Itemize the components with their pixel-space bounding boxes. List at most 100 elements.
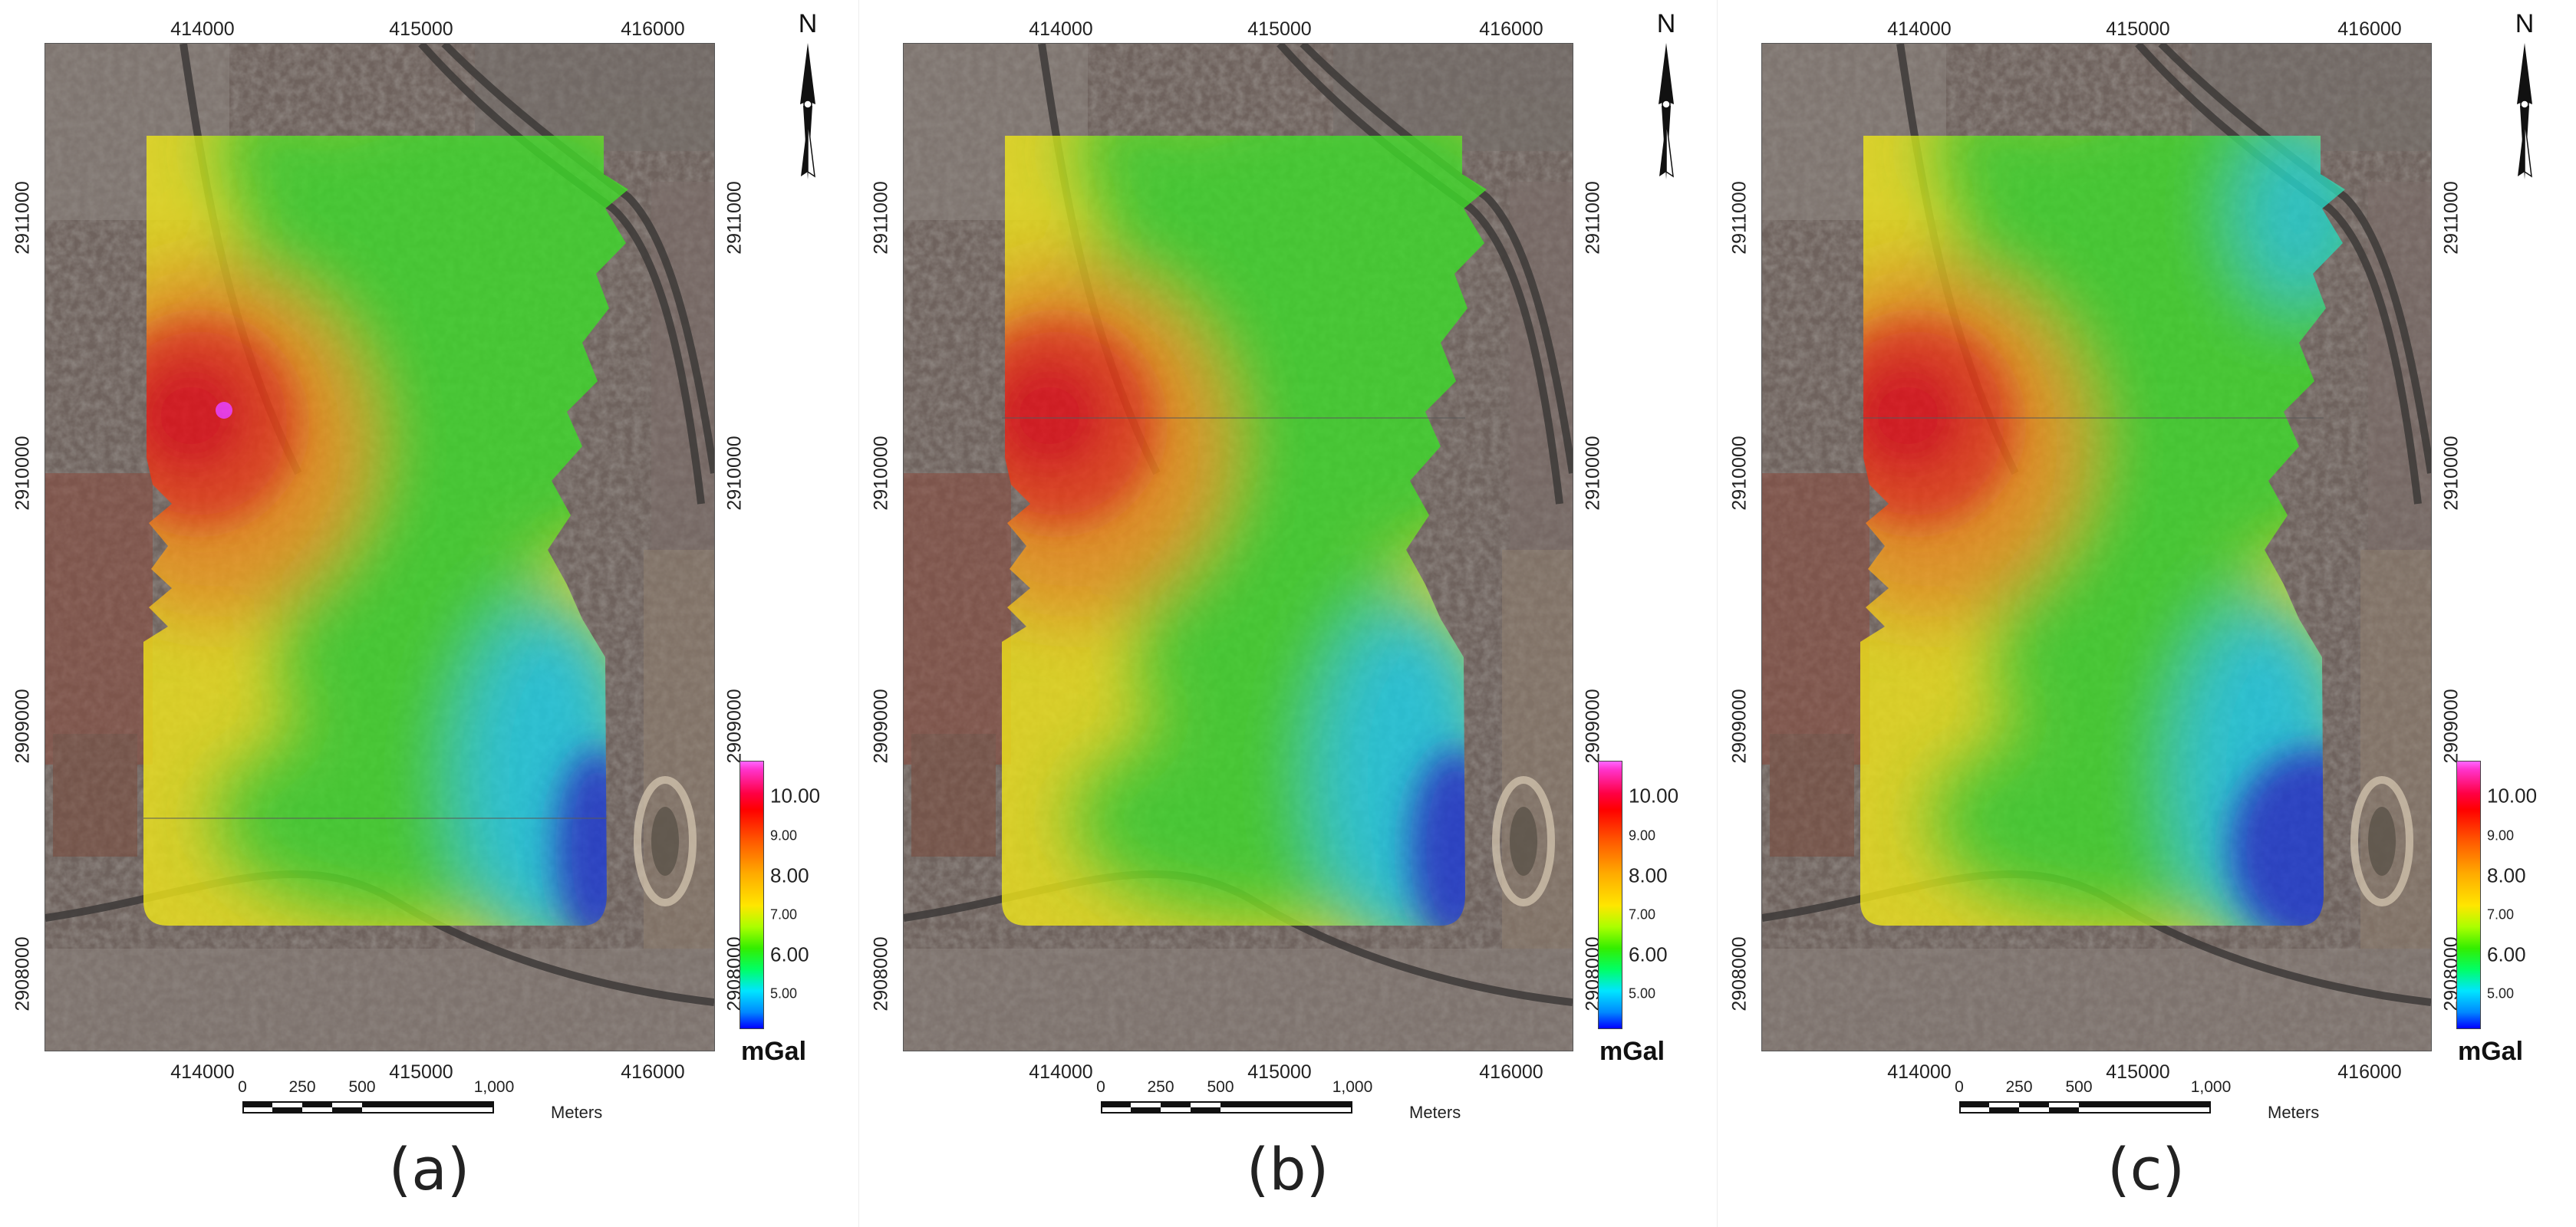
unit-label: mGal — [1599, 1037, 1665, 1066]
scale-segment — [302, 1101, 332, 1107]
scale-label: 250 — [288, 1078, 316, 1096]
scale-label: 0 — [1955, 1078, 1964, 1096]
legend-label: 10.00 — [770, 784, 821, 808]
color-legend: 10.00 9.00 8.00 7.00 6.00 5.00 mGal — [1598, 761, 1682, 1066]
map-panel-3: 414000 415000 416000 414000 415000 41600… — [1717, 0, 2575, 1227]
scale-segment — [1959, 1101, 1989, 1107]
north-label: N — [2515, 9, 2535, 38]
gravity-anomaly-map — [1761, 43, 2432, 1051]
scale-unit: Meters — [551, 1103, 603, 1122]
y-tick-left: 2909000 — [870, 689, 892, 764]
color-legend: 10.00 9.00 8.00 7.00 6.00 5.00 mGal — [740, 761, 824, 1066]
north-label: N — [798, 9, 818, 38]
scale-segment — [362, 1101, 494, 1107]
x-tick-bottom: 414000 — [1029, 1061, 1093, 1083]
y-tick-left: 2909000 — [12, 689, 34, 764]
gravity-anomaly-overlay — [143, 136, 628, 926]
panel-caption: (b) — [1246, 1135, 1329, 1203]
y-tick-left: 2910000 — [1728, 436, 1751, 511]
y-tick-left: 2911000 — [1728, 181, 1751, 255]
y-tick-left: 2908000 — [12, 936, 34, 1012]
north-label: N — [1656, 9, 1676, 38]
scale-segment — [1131, 1107, 1161, 1114]
legend-label: 8.00 — [2487, 864, 2526, 887]
legend-label: 7.00 — [1629, 906, 1656, 923]
legend-label: 7.00 — [770, 906, 798, 923]
scale-segment — [272, 1107, 302, 1114]
x-tick-bottom: 416000 — [2337, 1061, 2402, 1083]
scale-label: 500 — [1207, 1078, 1234, 1096]
y-tick-left: 2910000 — [870, 436, 892, 511]
legend-label: 5.00 — [2487, 985, 2515, 1002]
map-canvas — [1762, 44, 2431, 1051]
legend-label: 5.00 — [770, 985, 798, 1002]
x-tick-bottom: 415000 — [2106, 1061, 2170, 1083]
x-tick-bottom: 414000 — [170, 1061, 235, 1083]
scale-label: 500 — [2065, 1078, 2093, 1096]
legend-label: 8.00 — [1629, 864, 1668, 887]
x-tick-bottom: 414000 — [1887, 1061, 1952, 1083]
north-arrow: N — [2509, 9, 2540, 179]
map-panel-1: 414000 415000 416000 414000 415000 41600… — [0, 0, 858, 1227]
scale-label: 1,000 — [2190, 1078, 2232, 1096]
stadium — [634, 776, 697, 906]
y-tick-left: 2908000 — [870, 936, 892, 1012]
scale-unit: Meters — [1409, 1103, 1461, 1122]
y-tick-left: 2910000 — [12, 436, 34, 511]
x-tick-top: 414000 — [1029, 18, 1093, 40]
map-panel-2: 414000 415000 416000 414000 415000 41600… — [858, 0, 1717, 1227]
color-ramp — [740, 761, 764, 1029]
y-tick-right: 2910000 — [2440, 436, 2462, 511]
y-tick-right: 2911000 — [1582, 181, 1604, 255]
legend-label: 5.00 — [1629, 985, 1656, 1002]
x-tick-bottom: 416000 — [1479, 1061, 1543, 1083]
x-tick-bottom: 415000 — [389, 1061, 453, 1083]
legend-label: 9.00 — [1629, 827, 1656, 844]
x-tick-top: 416000 — [621, 18, 685, 40]
legend-label: 6.00 — [2487, 942, 2526, 966]
y-tick-left: 2908000 — [1728, 936, 1751, 1012]
panel-caption: (c) — [2107, 1135, 2186, 1203]
x-tick-top: 414000 — [1887, 18, 1952, 40]
y-tick-right: 2910000 — [723, 436, 746, 511]
x-tick-bottom: 416000 — [621, 1061, 685, 1083]
x-tick-top: 415000 — [1247, 18, 1312, 40]
scale-segment — [2079, 1101, 2211, 1107]
unit-label: mGal — [2458, 1037, 2524, 1066]
legend-label: 8.00 — [770, 864, 809, 887]
scale-bar: 0 250 500 1,000 Meters — [1096, 1078, 1464, 1124]
scale-label: 250 — [1147, 1078, 1174, 1096]
map-canvas — [45, 44, 714, 1051]
scale-bar: 0 250 500 1,000 Meters — [238, 1078, 606, 1124]
north-arrow-icon — [1659, 43, 1674, 179]
scale-bar: 0 250 500 1,000 Meters — [1955, 1078, 2323, 1124]
scale-segment — [2019, 1101, 2049, 1107]
y-tick-left: 2911000 — [12, 181, 34, 255]
map-canvas — [904, 44, 1573, 1051]
scale-segment — [1191, 1107, 1220, 1114]
scale-label: 500 — [348, 1078, 376, 1096]
legend-label: 6.00 — [770, 942, 809, 966]
panel-caption: (a) — [388, 1135, 470, 1203]
scale-label: 0 — [238, 1078, 247, 1096]
scale-segment — [1989, 1107, 2019, 1114]
y-tick-right: 2909000 — [1582, 689, 1604, 764]
north-arrow: N — [1651, 9, 1682, 179]
urban-blocks — [1762, 44, 2431, 1051]
scale-unit: Meters — [2268, 1103, 2320, 1122]
x-tick-top: 416000 — [2337, 18, 2402, 40]
north-arrow: N — [792, 9, 823, 179]
north-arrow-icon — [800, 43, 815, 179]
color-ramp — [2456, 761, 2481, 1029]
gravity-anomaly-map — [903, 43, 1573, 1051]
scale-segment — [2049, 1107, 2079, 1114]
color-legend: 10.00 9.00 8.00 7.00 6.00 5.00 mGal — [2456, 761, 2541, 1066]
y-tick-left: 2911000 — [870, 181, 892, 255]
scale-segment — [1220, 1101, 1352, 1107]
legend-label: 10.00 — [1629, 784, 1679, 808]
x-tick-top: 414000 — [170, 18, 235, 40]
legend-label: 7.00 — [2487, 906, 2515, 923]
scale-label: 0 — [1096, 1078, 1105, 1096]
legend-label: 6.00 — [1629, 942, 1668, 966]
scale-label: 250 — [2005, 1078, 2033, 1096]
